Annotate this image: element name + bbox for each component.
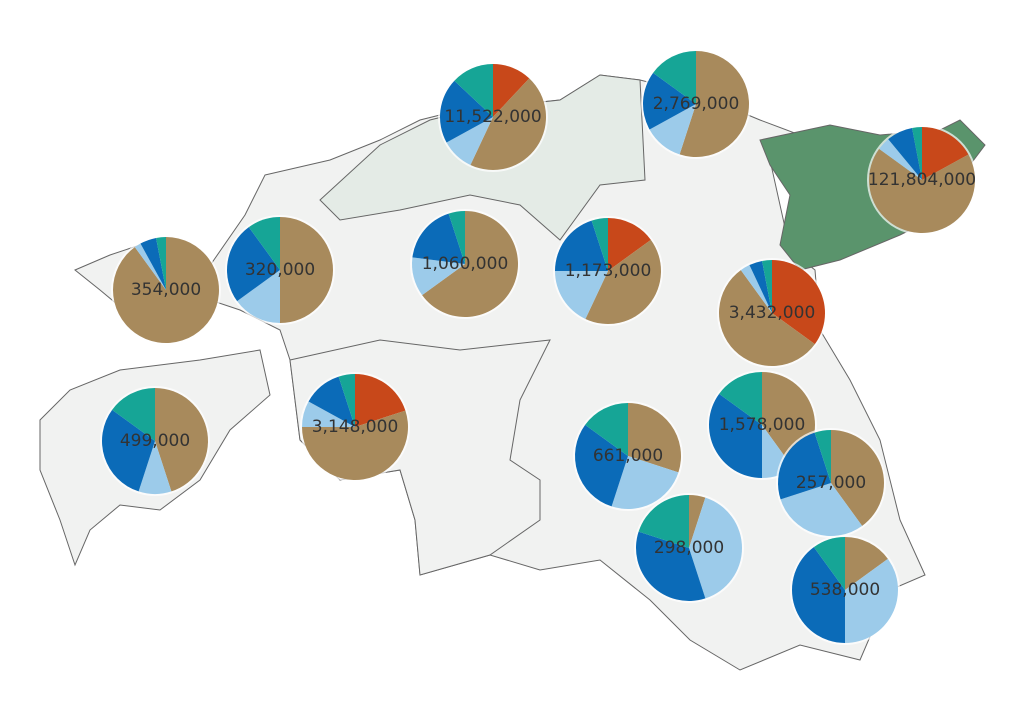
pie: 2,769,000 [641, 49, 751, 159]
pie-slice [591, 218, 608, 271]
pie-label: 354,000 [131, 280, 201, 300]
pie-slice [740, 265, 772, 313]
pie-slice [778, 432, 831, 500]
pie-label: 121,804,000 [868, 170, 976, 190]
pie-slice [422, 211, 518, 318]
pie: 661,000 [573, 401, 683, 511]
pie-slice [412, 213, 465, 264]
pie: 499,000 [100, 386, 210, 496]
pie-label: 3,432,000 [729, 303, 816, 323]
pie: 1,060,000 [410, 209, 520, 319]
pie-label: 499,000 [120, 431, 190, 451]
pie-slice [708, 393, 762, 478]
pie-slice [412, 257, 465, 296]
pie-slice [585, 239, 662, 324]
pie-slice [689, 497, 743, 599]
pie-slice [719, 372, 762, 425]
pie-slice [868, 148, 975, 234]
pie: 1,578,000 [707, 370, 817, 480]
pie-slice [440, 80, 493, 143]
pie-slice [845, 558, 899, 643]
pie-slice [679, 51, 749, 157]
pie: 320,000 [225, 215, 335, 325]
pie-slice [912, 127, 922, 180]
pie-slice [638, 495, 689, 548]
pie: 11,522,000 [438, 62, 548, 172]
pie-label: 298,000 [654, 538, 724, 558]
pie-slice [140, 237, 166, 290]
pie-slice [555, 271, 608, 319]
pie-slice [302, 410, 408, 480]
pie-slice [134, 243, 166, 290]
pie-slice [831, 430, 884, 526]
pie-slice [493, 64, 530, 117]
pie: 298,000 [634, 493, 744, 603]
pie-slice [643, 72, 696, 130]
pie-label: 257,000 [796, 473, 866, 493]
pie: 1,173,000 [553, 216, 663, 326]
pie-label: 2,769,000 [653, 94, 740, 114]
pie-slice [302, 401, 355, 427]
pie-slice [762, 260, 772, 313]
pie: 257,000 [776, 428, 886, 538]
pie-slice [608, 218, 651, 271]
pie-slice [237, 270, 280, 323]
pie-slice [102, 409, 155, 492]
pie-slice [355, 374, 406, 427]
pie-label: 538,000 [810, 580, 880, 600]
pie-label: 3,148,000 [312, 417, 399, 437]
pie-slice [814, 430, 831, 483]
pie-slice [555, 220, 608, 271]
pie-slice [749, 260, 772, 313]
pie-slice [338, 374, 355, 427]
pie-slice [574, 424, 628, 507]
pie-label: 1,578,000 [719, 415, 806, 435]
pie-label: 320,000 [245, 260, 315, 280]
pie-slice [689, 495, 706, 548]
pie-slice [454, 64, 493, 117]
pie-slice [792, 547, 845, 643]
pie-slice [922, 127, 969, 180]
pie-slice [611, 456, 679, 510]
pie-label: 1,060,000 [422, 254, 509, 274]
pie-slice [813, 537, 845, 590]
pie-slice [448, 211, 465, 264]
pie-slice [719, 270, 815, 367]
pie: 121,804,000 [867, 125, 977, 235]
pie-slice [649, 104, 696, 155]
pie-slice [446, 117, 493, 165]
pie-slice [653, 51, 696, 104]
pie-slice [280, 217, 333, 323]
pie-slice [772, 260, 825, 345]
pie-label: 1,173,000 [565, 261, 652, 281]
pie-slice [248, 217, 280, 270]
pie: 538,000 [790, 535, 900, 645]
pie-slice [155, 388, 208, 492]
pie-slice [156, 237, 166, 290]
pie-slice [585, 403, 628, 456]
pie-slice [628, 403, 681, 473]
pie-slice [780, 483, 863, 536]
pie: 3,148,000 [300, 372, 410, 482]
pie-slice [879, 139, 922, 180]
pie: 3,432,000 [717, 258, 827, 368]
pie-slice [308, 376, 355, 427]
pie-label: 11,522,000 [444, 107, 541, 127]
pie-slice [112, 388, 155, 441]
pie-slice [845, 537, 888, 590]
pie-label: 661,000 [593, 446, 663, 466]
pie-slice [226, 227, 280, 302]
pie-slice [888, 127, 922, 180]
pie: 354,000 [111, 235, 221, 345]
pie-slice [470, 78, 547, 171]
pie-slice [635, 531, 706, 602]
pie-slice [138, 441, 172, 495]
